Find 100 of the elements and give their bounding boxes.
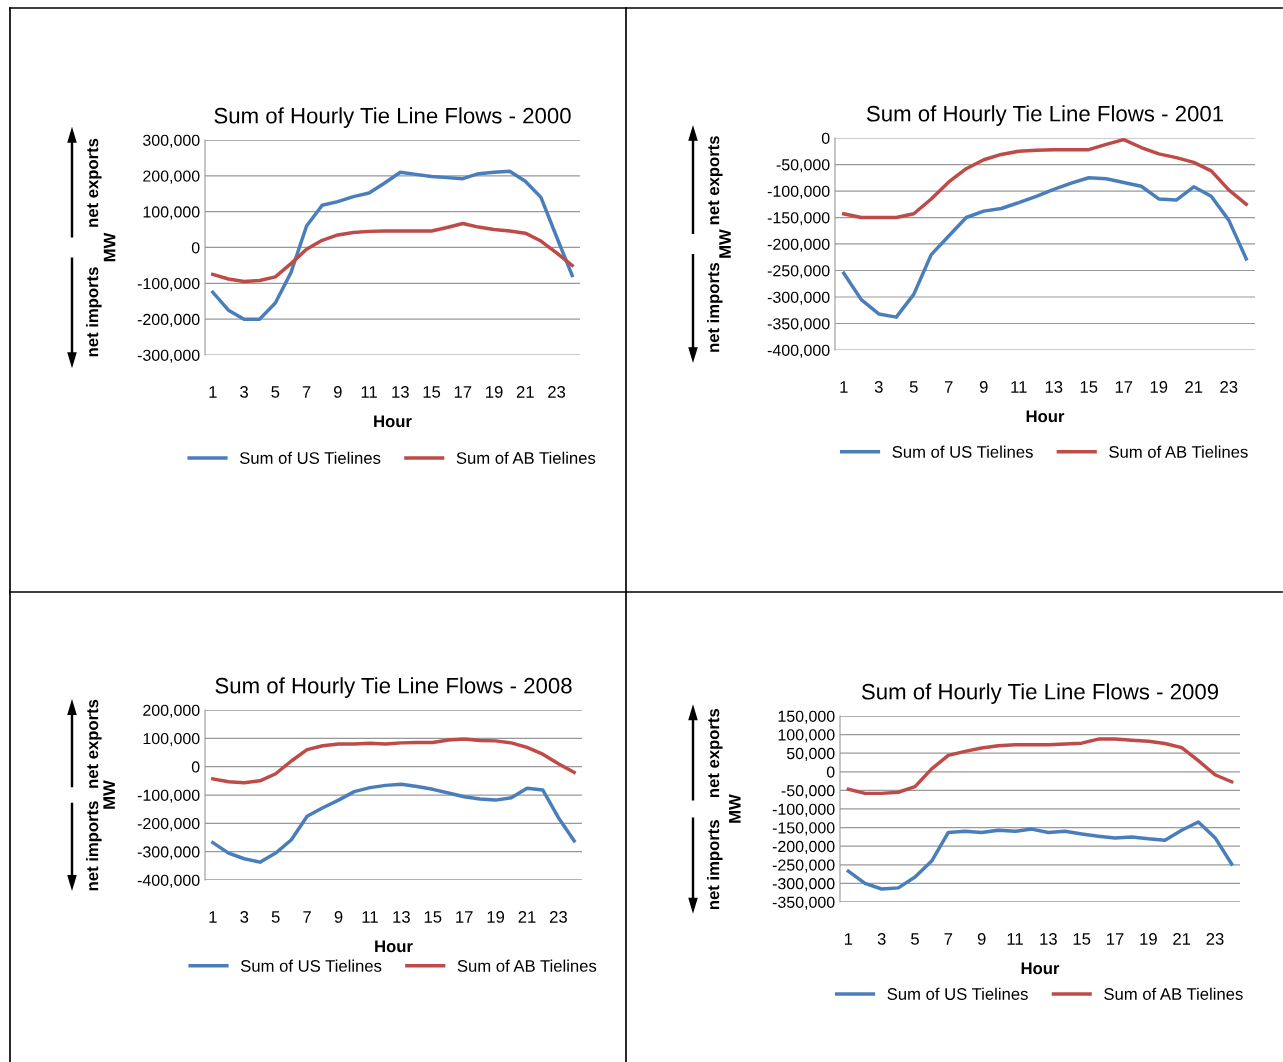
x-axis-title: Hour: [375, 940, 413, 953]
x-tick-label: 5: [271, 386, 280, 398]
x-tick-label: 23: [548, 386, 566, 398]
y-tick-label: -400,000: [137, 874, 200, 888]
x-tick-label: 21: [1185, 381, 1203, 393]
x-tick-label: 21: [1173, 933, 1191, 945]
x-tick-label: 3: [240, 386, 248, 398]
x-tick-label: 7: [302, 386, 311, 398]
text: net imports: [707, 820, 723, 910]
chart-title: Sum of Hourly Tie Line Flows - 2008: [215, 677, 572, 698]
x-tick-label: 15: [1080, 381, 1098, 393]
y-tick-label: 0: [826, 766, 835, 778]
x-tick-label: 1: [209, 386, 217, 398]
y-tick-label: 100,000: [143, 206, 200, 220]
x-tick-label: 17: [454, 386, 472, 398]
x-tick-label: 5: [271, 911, 280, 923]
legend-label: Sum of AB Tielines: [1104, 987, 1243, 1000]
y-axis-title: MW: [103, 232, 116, 262]
x-tick-label: 11: [1007, 933, 1023, 945]
y-tick-label: -100,000: [767, 185, 830, 199]
y-tick-label: -150,000: [767, 212, 830, 226]
y-tick-label: -250,000: [772, 859, 835, 873]
x-tick-label: 7: [944, 933, 953, 945]
x-tick-label: 13: [392, 386, 409, 398]
x-tick-label: 9: [979, 381, 988, 393]
chart-title: Sum of Hourly Tie Line Flows - 2009: [861, 683, 1219, 704]
y-tick-label: -100,000: [137, 789, 200, 803]
x-tick-label: 13: [1040, 933, 1057, 945]
x-tick-label: 19: [486, 386, 503, 398]
x-tick-label: 9: [334, 911, 343, 923]
x-tick-label: 17: [1107, 933, 1124, 945]
x-tick-label: 1: [844, 933, 853, 945]
x-tick-label: 3: [874, 381, 883, 393]
chart-title: Sum of Hourly Tie Line Flows - 2000: [214, 107, 571, 128]
legend-label: Sum of US Tielines: [239, 451, 381, 464]
x-tick-label: 11: [361, 386, 377, 398]
x-tick-label: 7: [303, 911, 311, 923]
x-tick-label: 5: [909, 381, 918, 393]
y-axis-title: MW: [719, 229, 731, 258]
x-tick-label: 19: [1150, 381, 1168, 393]
y-tick-label: 200,000: [143, 170, 200, 184]
x-axis-title: Hour: [1026, 410, 1065, 423]
x-tick-label: 13: [393, 911, 410, 923]
line-series: [842, 176, 1248, 319]
line-series: [846, 820, 1234, 891]
x-tick-label: 23: [1206, 933, 1224, 945]
legend-label: Sum of US Tielines: [887, 987, 1028, 1000]
legend-label: Sum of AB Tielines: [457, 959, 597, 972]
y-tick-label: 0: [191, 761, 200, 773]
x-tick-label: 23: [550, 911, 567, 923]
x-tick-label: 9: [333, 386, 342, 398]
x-tick-label: 1: [209, 911, 217, 923]
y-tick-label: -50,000: [781, 785, 835, 799]
y-tick-label: -200,000: [137, 817, 200, 832]
x-tick-label: 17: [1115, 381, 1133, 393]
x-tick-label: 23: [1220, 381, 1238, 393]
y-tick-label: -350,000: [772, 896, 835, 910]
y-axis-title: MW: [729, 794, 741, 823]
y-tick-label: 0: [821, 132, 830, 144]
x-tick-label: 19: [487, 911, 505, 923]
line-series: [211, 169, 574, 321]
text: net imports: [86, 267, 102, 357]
line-series: [211, 737, 576, 785]
y-tick-label: -300,000: [137, 349, 200, 363]
x-tick-label: 1: [840, 381, 848, 393]
x-tick-label: 15: [424, 911, 442, 923]
text: net exports: [708, 708, 723, 798]
x-tick-label: 11: [362, 911, 378, 923]
y-tick-label: -300,000: [137, 846, 200, 860]
y-tick-label: 50,000: [786, 747, 835, 762]
x-tick-label: 21: [516, 386, 534, 398]
x-tick-label: 15: [423, 386, 441, 398]
line-series: [846, 737, 1234, 796]
legend-label: Sum of US Tielines: [240, 959, 382, 972]
x-tick-label: 5: [911, 933, 919, 945]
y-tick-label: 100,000: [778, 729, 835, 743]
y-tick-label: -100,000: [137, 277, 200, 292]
legend-label: Sum of US Tielines: [892, 445, 1033, 458]
y-tick-label: 150,000: [778, 710, 835, 724]
text: net exports: [87, 699, 102, 788]
chart-title: Sum of Hourly Tie Line Flows - 2001: [866, 105, 1224, 126]
y-axis-title: MW: [103, 780, 115, 809]
y-tick-label: -200,000: [767, 238, 830, 252]
legend-label: Sum of AB Tielines: [456, 451, 596, 464]
y-tick-label: -100,000: [772, 803, 835, 817]
text: net exports: [87, 138, 102, 227]
y-tick-label: -150,000: [772, 822, 835, 836]
x-tick-label: 19: [1140, 933, 1157, 945]
x-tick-label: 7: [944, 381, 953, 393]
y-tick-label: -350,000: [767, 318, 830, 332]
y-tick-label: -300,000: [772, 878, 835, 892]
y-tick-label: -200,000: [137, 313, 200, 327]
x-axis-title: Hour: [1021, 962, 1060, 975]
x-tick-label: 15: [1073, 933, 1091, 945]
text: net imports: [707, 262, 723, 352]
x-tick-label: 3: [877, 933, 886, 945]
x-tick-label: 3: [240, 911, 249, 923]
y-tick-label: -200,000: [772, 840, 835, 855]
y-tick-label: -400,000: [767, 344, 830, 358]
y-tick-label: -300,000: [767, 291, 830, 305]
